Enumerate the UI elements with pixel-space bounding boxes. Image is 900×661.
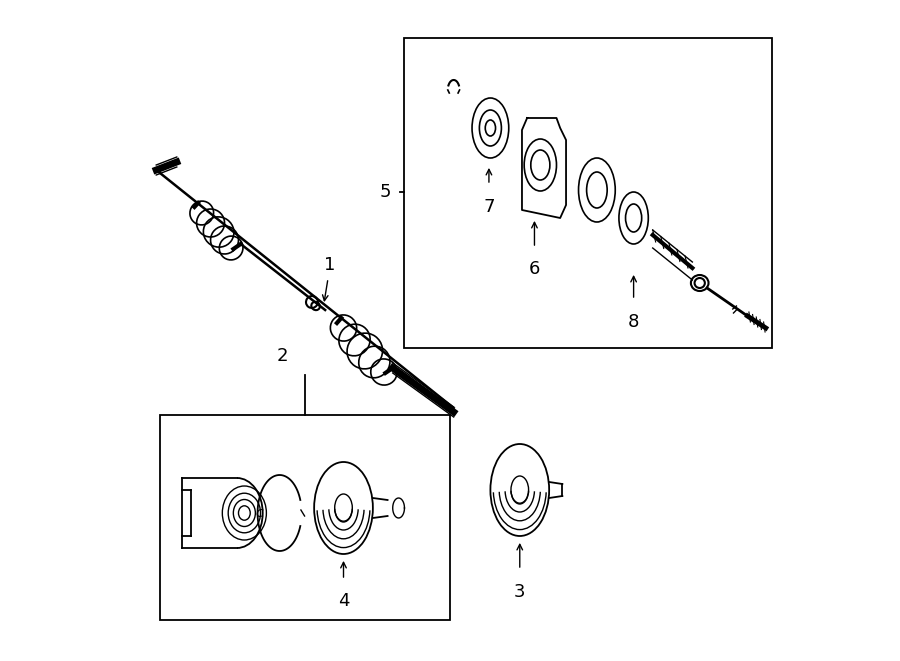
Bar [404, 38, 771, 348]
Text: 4: 4 [338, 592, 349, 610]
Text: 2: 2 [277, 347, 288, 365]
Text: c: c [256, 506, 263, 520]
Text: 7: 7 [483, 198, 495, 216]
Text: 1: 1 [324, 256, 335, 274]
Bar [160, 415, 450, 620]
Text: 3: 3 [514, 583, 526, 601]
Text: 5: 5 [380, 183, 392, 201]
Text: 6: 6 [529, 260, 540, 278]
Text: 8: 8 [628, 313, 639, 331]
